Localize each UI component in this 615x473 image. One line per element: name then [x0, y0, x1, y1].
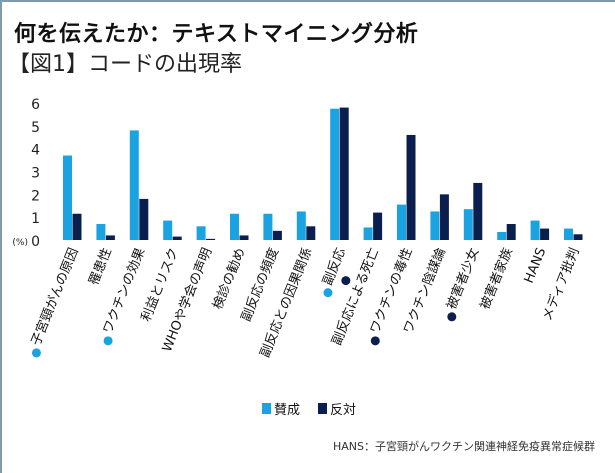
x-tick-label: 被害者家族 — [477, 246, 516, 312]
bar-oppose — [406, 134, 416, 240]
bar-support — [330, 108, 340, 240]
bar-oppose — [439, 194, 449, 240]
category-marker-dot — [323, 288, 333, 298]
footnote: HANS：子宮頸がんワクチン関連神経免疫異常症候群 — [332, 440, 595, 453]
legend-swatch — [262, 403, 271, 414]
bar-oppose — [373, 212, 383, 240]
bar-support — [96, 224, 106, 240]
legend-swatch — [318, 403, 327, 414]
legend-label: 反対 — [330, 403, 356, 418]
y-unit-label: (%) — [12, 238, 28, 248]
bar-oppose — [573, 234, 583, 240]
y-tick-label: 3 — [31, 166, 40, 182]
bar-oppose — [72, 213, 82, 240]
bar-support — [129, 130, 139, 240]
y-tick-label: 0 — [31, 234, 40, 250]
y-tick-label: 4 — [31, 143, 40, 159]
y-tick-label: 6 — [31, 97, 40, 113]
bar-support — [196, 226, 206, 240]
category-marker-dot — [370, 336, 380, 346]
bar-oppose — [473, 182, 483, 240]
bar-support — [397, 204, 406, 240]
bar-support — [163, 220, 173, 240]
category-marker-dot — [31, 348, 41, 358]
x-tick-label: 子宮頸がんの原因 — [28, 246, 82, 348]
bar-support — [497, 232, 507, 240]
category-marker-dot — [341, 276, 351, 286]
bar-oppose — [306, 226, 316, 240]
y-tick-label: 2 — [31, 188, 40, 204]
x-tick-label: 検診の勧め — [210, 246, 249, 312]
bar-oppose — [239, 235, 249, 240]
x-tick-label: HANS — [522, 246, 550, 286]
y-tick-label: 1 — [31, 211, 40, 227]
bar-oppose — [272, 230, 282, 240]
bar-oppose — [339, 107, 349, 240]
bar-support — [263, 213, 273, 240]
x-tick-label: 被害者少女 — [443, 246, 482, 312]
legend-label: 賛成 — [274, 403, 300, 418]
category-marker-dot — [103, 336, 113, 346]
bar-oppose — [105, 235, 115, 240]
x-tick-label: 罹患性 — [87, 246, 116, 288]
bar-oppose — [540, 228, 550, 240]
category-marker-dot — [447, 312, 457, 322]
bar-support — [564, 228, 573, 240]
bar-support — [230, 213, 239, 240]
bar-oppose — [506, 224, 516, 240]
page-title: 何を伝えたか：テキストマイニング分析 — [14, 22, 419, 47]
bar-support — [463, 209, 473, 240]
bar-oppose — [206, 238, 216, 240]
bar-oppose — [139, 198, 149, 240]
bar-support — [430, 211, 440, 240]
bar-support — [530, 220, 540, 240]
bar-support — [363, 227, 373, 240]
bar-oppose — [172, 236, 182, 240]
y-tick-label: 5 — [31, 120, 40, 136]
bar-support — [296, 211, 306, 240]
figure-subtitle: 【図1】コードの出現率 — [8, 52, 242, 77]
bar-support — [63, 155, 72, 240]
